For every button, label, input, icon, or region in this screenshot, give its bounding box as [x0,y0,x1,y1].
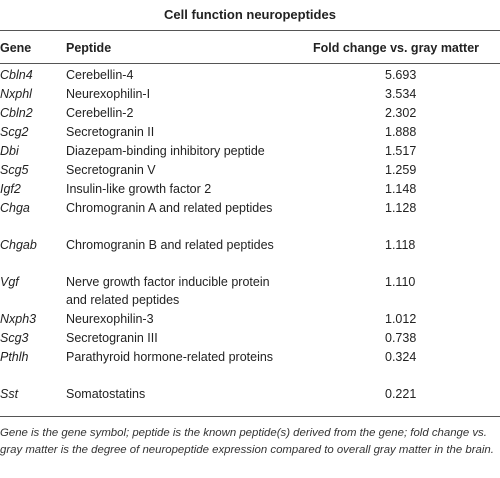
gene-cell: Cbln2 [0,106,33,120]
peptide-cell: Insulin-like growth factor 2 [66,182,212,196]
table-row: Nxph3 Neurexophilin-3 1.012 [0,310,500,329]
gene-cell: Sst [0,387,19,401]
table-row: Cbln2 Cerebellin-2 2.302 [0,104,500,123]
column-header-fold-change: Fold change vs. gray matter [313,41,480,55]
table-row: Pthlh Parathyroid hormone-related protei… [0,348,500,385]
column-header-peptide: Peptide [66,41,112,55]
fold-change-cell: 2.302 [385,106,417,120]
fold-change-cell: 1.118 [385,238,416,252]
table-row: Cbln4 Cerebellin-4 5.693 [0,66,500,85]
bottom-rule [0,416,500,417]
peptide-cell: Secretogranin II [66,125,155,139]
table-row: Igf2 Insulin-like growth factor 2 1.148 [0,180,500,199]
top-rule [0,30,500,31]
peptide-cell: Somatostatins [66,387,146,401]
fold-change-cell: 1.110 [385,275,416,289]
table-title: Cell function neuropeptides [164,7,336,22]
header-rule [0,63,500,64]
peptide-cell: Nerve growth factor inducible protein an… [66,275,270,307]
gene-cell: Nxphl [0,87,32,101]
fold-change-cell: 0.324 [385,350,417,364]
table-row: Vgf Nerve growth factor inducible protei… [0,273,500,310]
table-footnote: Gene is the gene symbol; peptide is the … [0,427,494,456]
peptide-cell: Cerebellin-4 [66,68,134,82]
gene-cell: Chgab [0,238,37,252]
fold-change-cell: 5.693 [385,68,417,82]
gene-cell: Igf2 [0,182,21,196]
peptide-cell: Parathyroid hormone-related proteins [66,350,274,364]
gene-cell: Vgf [0,275,19,289]
gene-cell: Scg2 [0,125,29,139]
table-row: Sst Somatostatins 0.221 [0,385,500,404]
fold-change-cell: 1.128 [385,201,417,215]
gene-cell: Scg3 [0,331,29,345]
fold-change-cell: 0.221 [385,387,417,401]
table-header: Gene Peptide Fold change vs. gray matter [0,38,500,58]
table-row: Scg2 Secretogranin II 1.888 [0,123,500,142]
fold-change-cell: 1.888 [385,125,417,139]
table-row: Nxphl Neurexophilin-I 3.534 [0,85,500,104]
peptide-cell: Secretogranin V [66,163,156,177]
table-row: Chgab Chromogranin B and related peptide… [0,236,500,273]
peptide-cell: Chromogranin A and related peptides [66,201,273,215]
fold-change-cell: 0.738 [385,331,417,345]
gene-cell: Nxph3 [0,312,37,326]
table-row: Chga Chromogranin A and related peptides… [0,199,500,236]
gene-cell: Pthlh [0,350,29,364]
fold-change-cell: 1.259 [385,163,417,177]
peptide-cell: Diazepam-binding inhibitory peptide [66,144,265,158]
column-header-gene: Gene [0,41,32,55]
table-body: Cbln4 Cerebellin-4 5.693 Nxphl Neurexoph… [0,66,500,404]
peptide-cell: Chromogranin B and related peptides [66,238,274,252]
gene-cell: Cbln4 [0,68,33,82]
fold-change-cell: 1.517 [385,144,417,158]
table-row: Scg5 Secretogranin V 1.259 [0,161,500,180]
table-row: Dbi Diazepam-binding inhibitory peptide … [0,142,500,161]
peptide-cell: Secretogranin III [66,331,158,345]
table-row: Scg3 Secretogranin III 0.738 [0,329,500,348]
fold-change-cell: 3.534 [385,87,417,101]
fold-change-cell: 1.148 [385,182,417,196]
peptide-cell: Cerebellin-2 [66,106,134,120]
gene-cell: Scg5 [0,163,29,177]
gene-cell: Chga [0,201,30,215]
gene-cell: Dbi [0,144,19,158]
fold-change-cell: 1.012 [385,312,417,326]
peptide-cell: Neurexophilin-I [66,87,151,101]
peptide-cell: Neurexophilin-3 [66,312,154,326]
